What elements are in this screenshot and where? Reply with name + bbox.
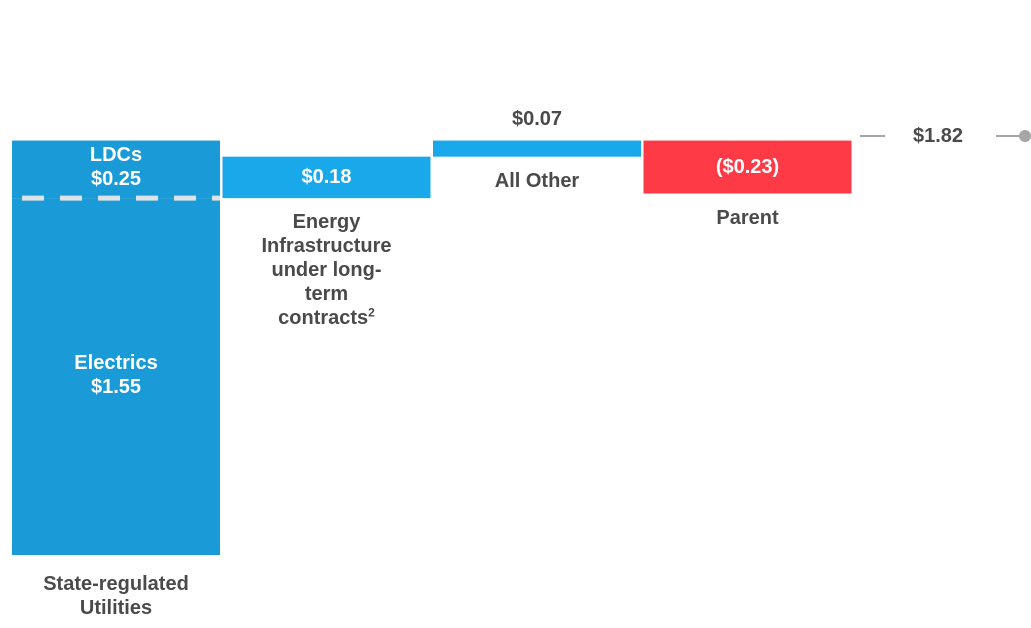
segment-name: LDCs <box>89 144 143 167</box>
bar <box>433 140 641 157</box>
segment-value: $1.55 <box>90 375 142 398</box>
bar-segment <box>12 140 220 199</box>
value-label: $0.07 <box>511 107 563 130</box>
category-label: State-regulated Utilities <box>43 573 189 619</box>
total-marker <box>1019 129 1031 142</box>
bar <box>222 156 431 199</box>
segment-value: $0.25 <box>90 168 142 191</box>
value-label: $0.18 <box>301 166 352 189</box>
bar-segment <box>12 198 220 555</box>
total-label: $1.82 <box>912 124 964 147</box>
category-label: Parent <box>716 206 779 229</box>
value-label: ($0.23) <box>715 156 780 179</box>
bar <box>643 140 852 194</box>
segment-name: Electrics <box>74 351 158 374</box>
footnote-mark: 2 <box>368 305 375 320</box>
category-label: All Other <box>494 169 580 192</box>
category-label: Energy Infrastructure under long-term co… <box>261 211 392 330</box>
